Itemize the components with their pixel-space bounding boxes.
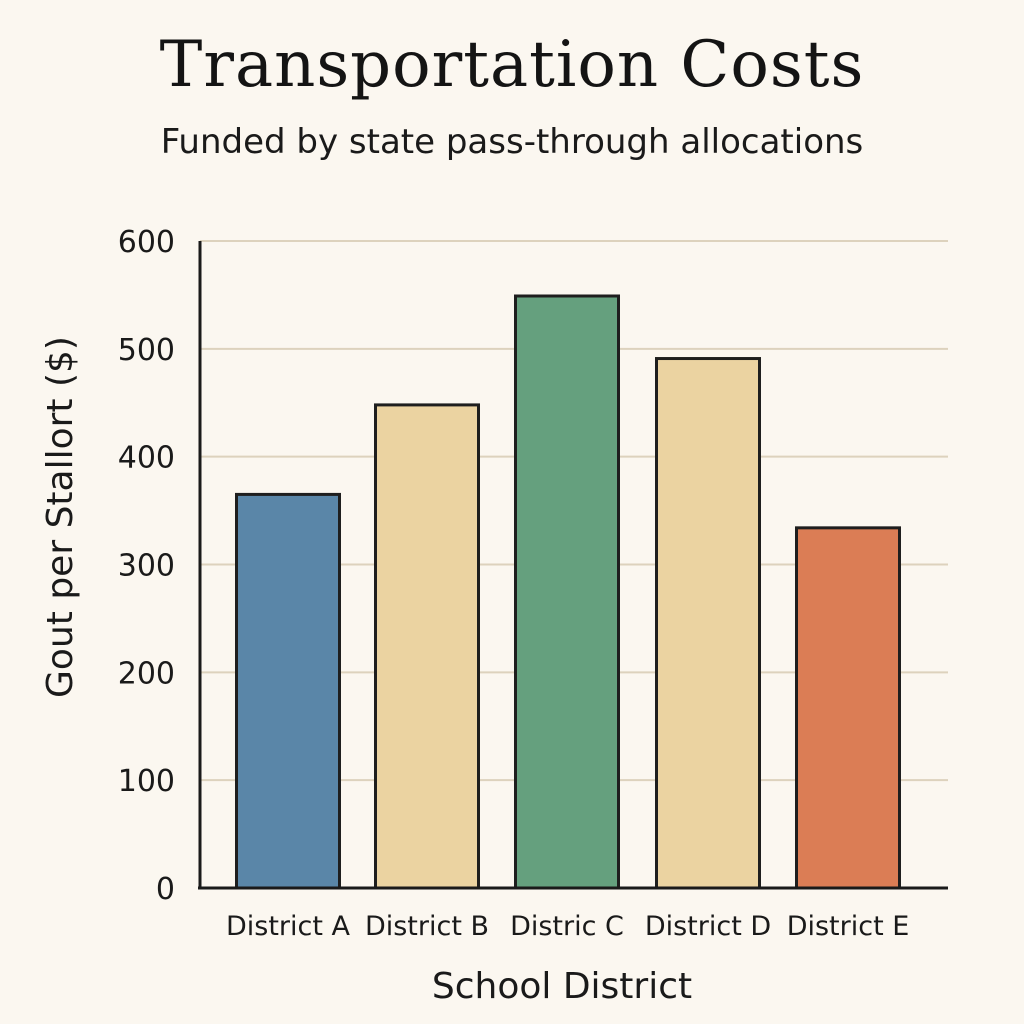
bar-district-d <box>655 357 761 890</box>
x-tick-labels: District A District B Distric C District D D… <box>226 911 909 942</box>
y-axis-label: Gout per Stallort ($) <box>40 336 81 698</box>
x-tick-label: Distric C <box>510 911 624 942</box>
x-tick-label: District B <box>365 911 489 942</box>
y-tick-label: 400 <box>118 441 175 476</box>
y-tick-label: 500 <box>118 333 175 368</box>
bar-district-b <box>374 403 480 890</box>
x-tick-label: District E <box>787 911 910 942</box>
y-tick-label: 200 <box>118 656 175 691</box>
y-tick-label: 300 <box>118 549 175 584</box>
y-tick-labels: 0 100 200 300 400 500 600 <box>118 225 175 907</box>
bar-distric-c <box>514 294 620 890</box>
bar-district-e <box>795 526 901 890</box>
y-tick-label: 100 <box>118 764 175 799</box>
bar-district-a <box>235 492 341 890</box>
y-tick-label: 600 <box>118 225 175 260</box>
x-axis-label: School District <box>432 966 692 1007</box>
axes <box>198 241 948 890</box>
bars <box>235 294 901 890</box>
chart-title: Transportation Costs <box>159 28 865 102</box>
x-tick-label: District D <box>645 911 771 942</box>
y-tick-label: 0 <box>156 872 175 907</box>
chart-subtitle: Funded by state pass-through allocations <box>160 122 864 162</box>
x-tick-label: District A <box>226 911 351 942</box>
